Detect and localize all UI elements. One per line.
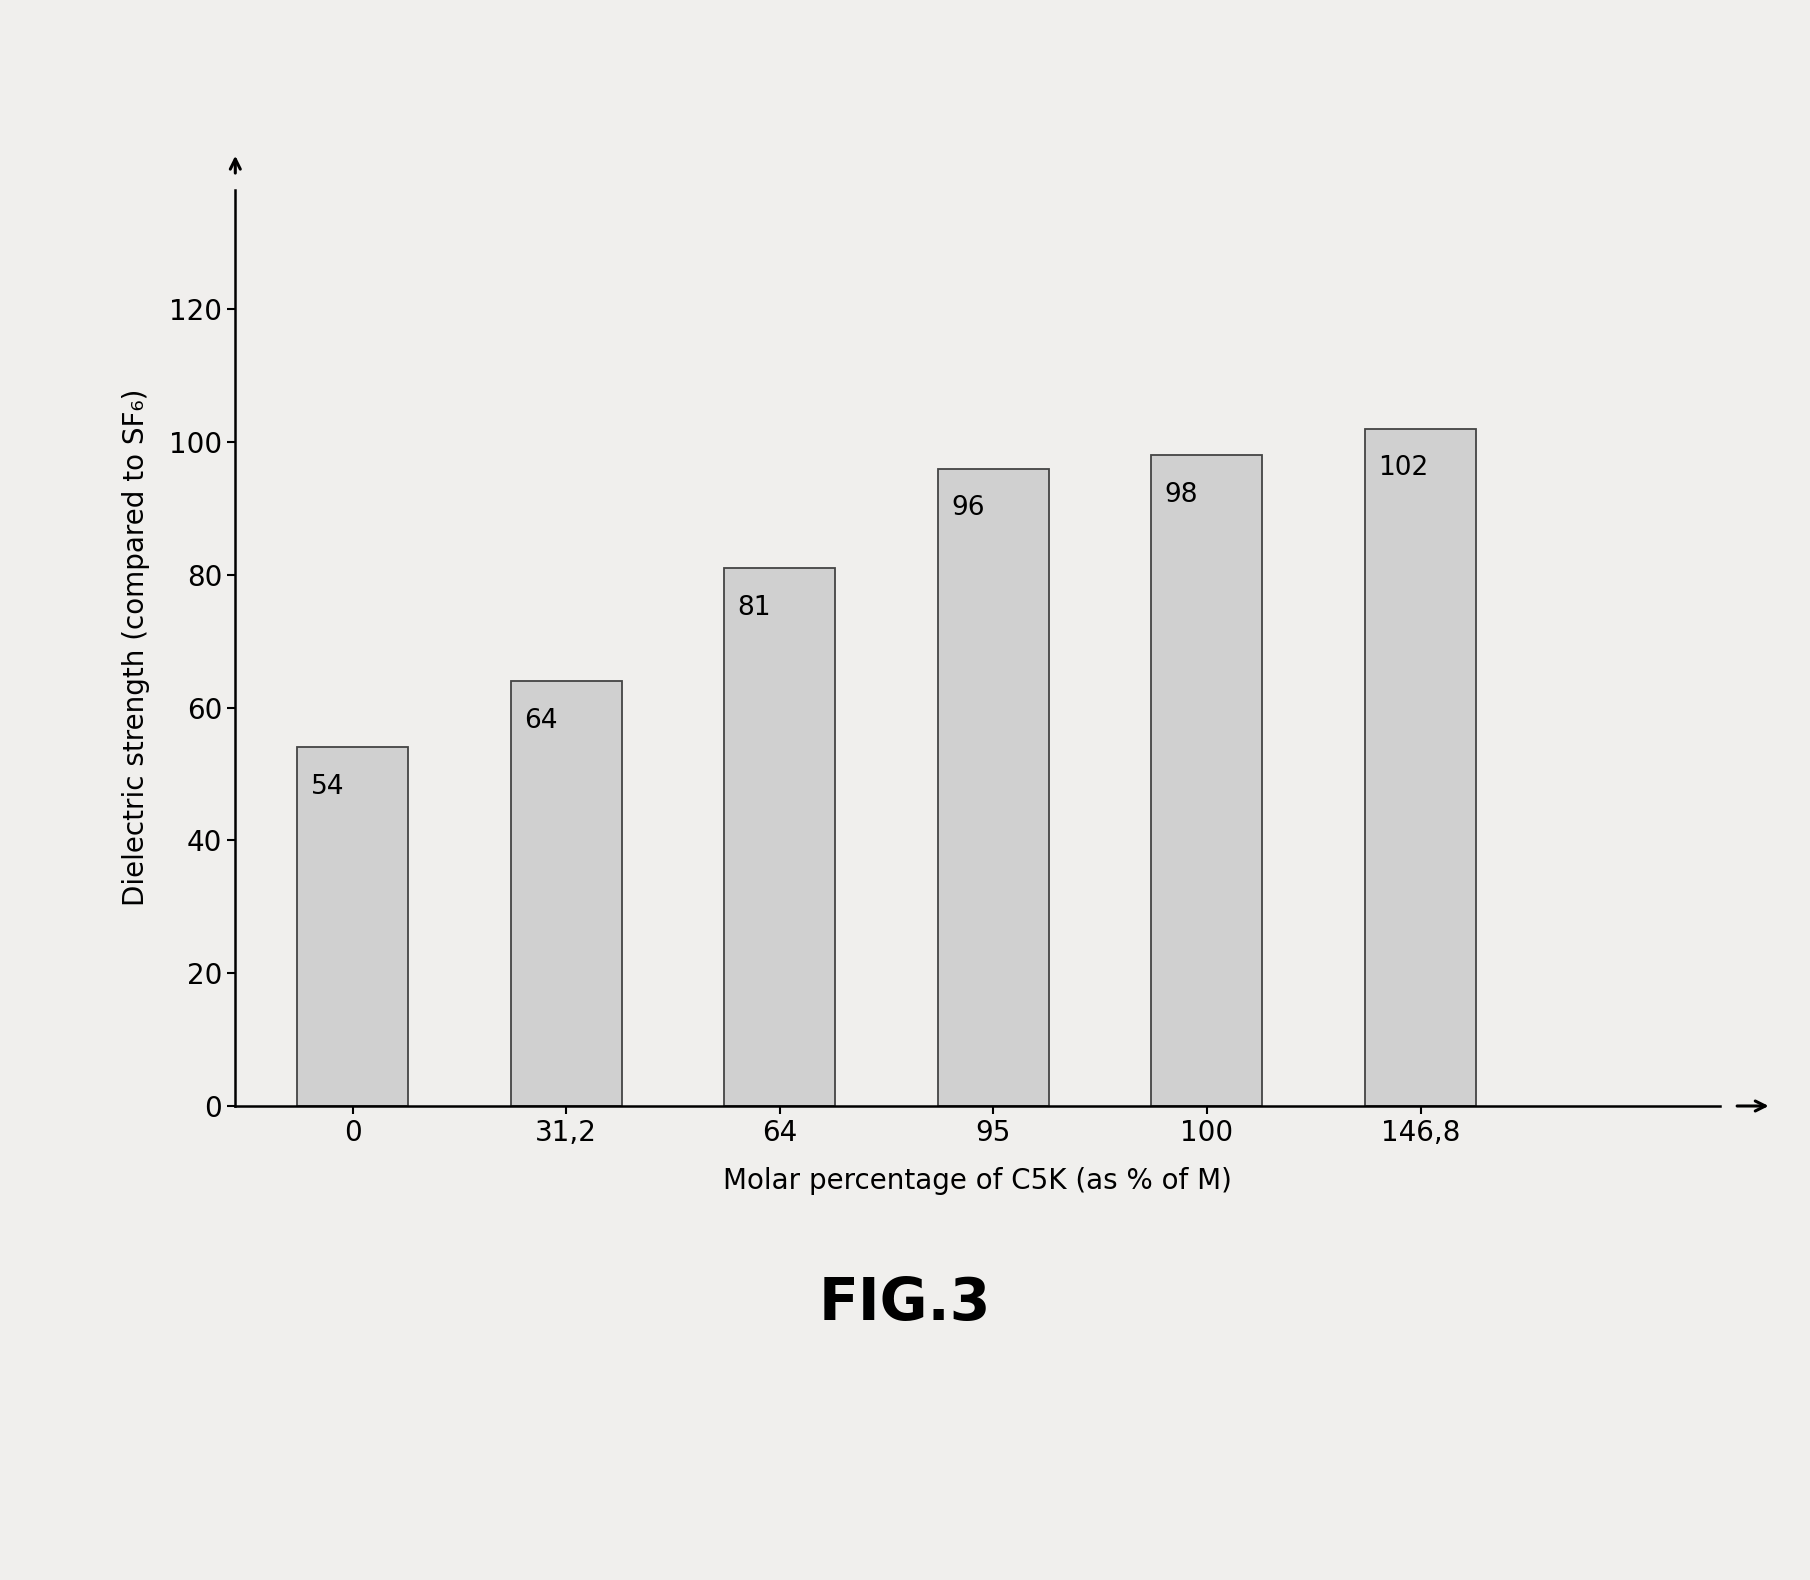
Text: 54: 54 xyxy=(311,774,344,799)
Bar xyxy=(938,469,1050,1106)
Text: 102: 102 xyxy=(1379,455,1428,482)
Text: 81: 81 xyxy=(738,594,771,621)
X-axis label: Molar percentage of C5K (as % of M): Molar percentage of C5K (as % of M) xyxy=(722,1166,1233,1194)
Text: 64: 64 xyxy=(525,708,557,733)
Bar xyxy=(1151,455,1263,1106)
Bar xyxy=(510,681,623,1106)
Text: 96: 96 xyxy=(952,495,985,521)
Text: FIG.3: FIG.3 xyxy=(818,1275,992,1332)
Bar xyxy=(724,569,836,1106)
Bar xyxy=(297,747,409,1106)
Y-axis label: Dielectric strength (compared to SF₆): Dielectric strength (compared to SF₆) xyxy=(121,389,150,907)
Bar xyxy=(1365,428,1475,1106)
Text: 98: 98 xyxy=(1166,482,1198,507)
